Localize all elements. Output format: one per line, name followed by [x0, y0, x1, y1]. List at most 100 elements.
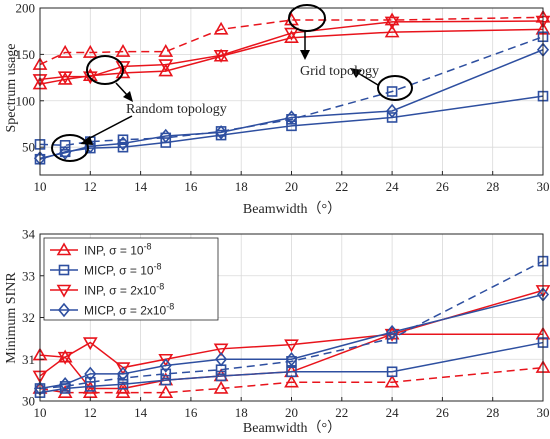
data-point — [159, 358, 172, 373]
data-point — [213, 50, 229, 63]
series-line — [39, 16, 544, 66]
highlight-circle — [86, 55, 124, 85]
data-point — [115, 43, 131, 57]
annotation-layer: Grid topology Random topology — [51, 4, 413, 162]
data-point — [115, 61, 131, 75]
x-tick-label: 10 — [34, 179, 47, 194]
data-point — [284, 30, 299, 43]
series-group — [32, 9, 550, 166]
data-point — [158, 63, 174, 77]
data-point — [386, 333, 398, 344]
legend-box — [43, 237, 219, 321]
x-tick-label: 24 — [386, 179, 400, 194]
data-point — [386, 86, 398, 97]
x-tick-label: 20 — [285, 405, 298, 420]
x-tick-label: 14 — [134, 405, 148, 420]
arrowhead — [80, 136, 93, 145]
spectrum-usage-chart: 10 12 14 16 18 20 22 24 26 28 30 50 100 150 200 Spectr… — [4, 1, 550, 217]
data-point — [82, 71, 98, 85]
data-point — [284, 374, 299, 388]
y-axis-label: Minimum SINR — [4, 272, 19, 364]
data-point — [57, 44, 73, 58]
data-point — [59, 140, 71, 151]
series-line — [39, 20, 544, 81]
data-point — [386, 366, 398, 378]
data-point — [215, 125, 228, 140]
data-point — [115, 385, 131, 398]
data-point — [85, 376, 96, 388]
series-line — [39, 49, 544, 160]
data-point — [284, 339, 299, 353]
data-point — [117, 141, 129, 153]
data-point — [213, 343, 229, 357]
data-point — [386, 324, 399, 340]
series-inp2_solid — [32, 15, 550, 88]
data-point — [285, 110, 298, 125]
data-point — [384, 24, 400, 38]
data-point — [116, 366, 130, 382]
data-point — [115, 65, 131, 79]
data-point — [116, 136, 130, 151]
data-point — [82, 380, 98, 394]
series-line — [39, 36, 544, 147]
legend-entry: MICP, σ = 2x10-8 — [50, 302, 174, 318]
data-point — [285, 352, 298, 367]
data-point — [160, 374, 172, 386]
x-tick-label: 18 — [235, 405, 248, 420]
axis-ticks: 10 12 14 16 18 20 22 24 26 28 30 50 100 150 200 — [16, 1, 550, 195]
data-point — [213, 380, 229, 394]
x-tick-label: 28 — [486, 179, 499, 194]
data-point — [57, 385, 73, 398]
legend-marker — [56, 242, 72, 256]
data-point — [59, 145, 72, 160]
legend-label: MICP, σ = 10-8 — [84, 262, 162, 278]
x-tick-label: 18 — [235, 179, 248, 194]
data-point — [286, 120, 297, 132]
series-micp2_solid — [33, 287, 550, 396]
data-point — [386, 112, 398, 123]
x-axis-label: Beamwidth（°） — [243, 201, 341, 217]
data-point — [57, 351, 73, 365]
data-point — [158, 353, 174, 367]
axis-ticks: 10 12 14 16 18 20 22 24 26 28 30 30 31 32 33 34 — [22, 227, 550, 421]
legend-entry: INP, σ = 10-8 — [50, 242, 152, 258]
annotation-arrow — [115, 82, 129, 97]
y-tick-label: 31 — [22, 352, 35, 367]
data-point — [160, 368, 172, 380]
x-tick-label: 30 — [537, 179, 550, 194]
y-axis-label: Spectrum usage — [4, 43, 19, 132]
y-tick-label: 33 — [22, 268, 35, 283]
data-point — [84, 366, 97, 382]
arrowhead — [300, 50, 310, 60]
y-tick-label: 100 — [16, 93, 36, 108]
arrowhead — [123, 91, 133, 102]
data-point — [158, 59, 174, 73]
x-tick-label: 12 — [84, 179, 97, 194]
annotation-grid-topology: Grid topology — [300, 64, 379, 79]
series-line — [39, 260, 544, 390]
series-line — [39, 293, 544, 390]
data-point — [158, 385, 174, 398]
y-tick-label: 150 — [16, 47, 36, 62]
data-point — [384, 16, 400, 30]
annotation-arrow — [357, 72, 379, 86]
x-tick-label: 16 — [184, 179, 198, 194]
x-tick-label: 12 — [84, 405, 97, 420]
data-point — [158, 43, 174, 57]
series-line — [39, 341, 544, 394]
annotation-random-topology: Random topology — [126, 102, 227, 117]
data-point — [82, 44, 98, 58]
y-tick-label: 30 — [22, 394, 35, 409]
legend-marker — [57, 302, 71, 318]
highlight-circle — [51, 134, 89, 162]
series-line — [39, 366, 544, 394]
x-tick-label: 26 — [436, 405, 450, 420]
data-point — [215, 352, 228, 367]
data-point — [384, 12, 400, 26]
legend-marker — [58, 264, 70, 276]
x-tick-label: 28 — [486, 405, 499, 420]
legend-entries: INP, σ = 10-8 MICP, σ = 10-8 INP, σ = 2x10… — [50, 242, 174, 318]
legend-label: INP, σ = 2x10-8 — [84, 282, 164, 298]
y-tick-label: 32 — [22, 310, 35, 325]
data-point — [384, 374, 400, 388]
